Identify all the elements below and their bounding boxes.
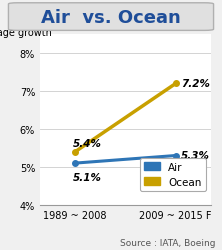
Text: 5.1%: 5.1%	[72, 172, 101, 182]
Text: 7.2%: 7.2%	[181, 79, 210, 89]
Text: Source : IATA, Boeing: Source : IATA, Boeing	[120, 238, 215, 248]
Legend: Air, Ocean: Air, Ocean	[140, 158, 206, 191]
Text: Average growth: Average growth	[0, 28, 52, 38]
Text: 5.4%: 5.4%	[72, 138, 101, 148]
Text: 5.3%: 5.3%	[181, 151, 210, 161]
FancyBboxPatch shape	[8, 4, 214, 31]
Text: Air  vs. Ocean: Air vs. Ocean	[41, 8, 181, 26]
